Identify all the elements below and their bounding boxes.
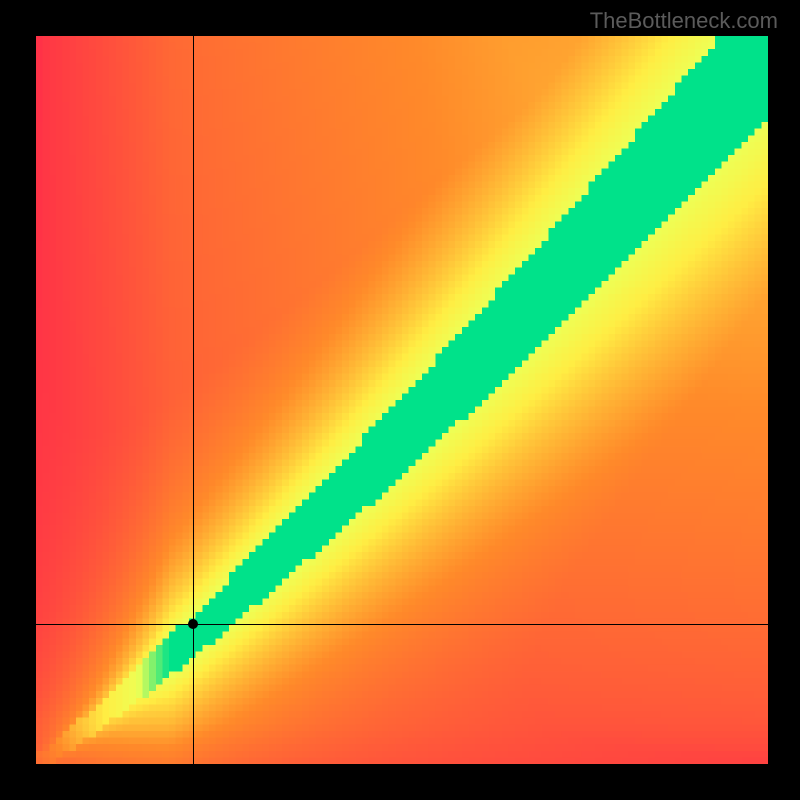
bottleneck-heatmap: [36, 36, 768, 764]
crosshair-vertical: [193, 36, 194, 764]
watermark-text: TheBottleneck.com: [590, 8, 778, 34]
crosshair-horizontal: [36, 624, 768, 625]
